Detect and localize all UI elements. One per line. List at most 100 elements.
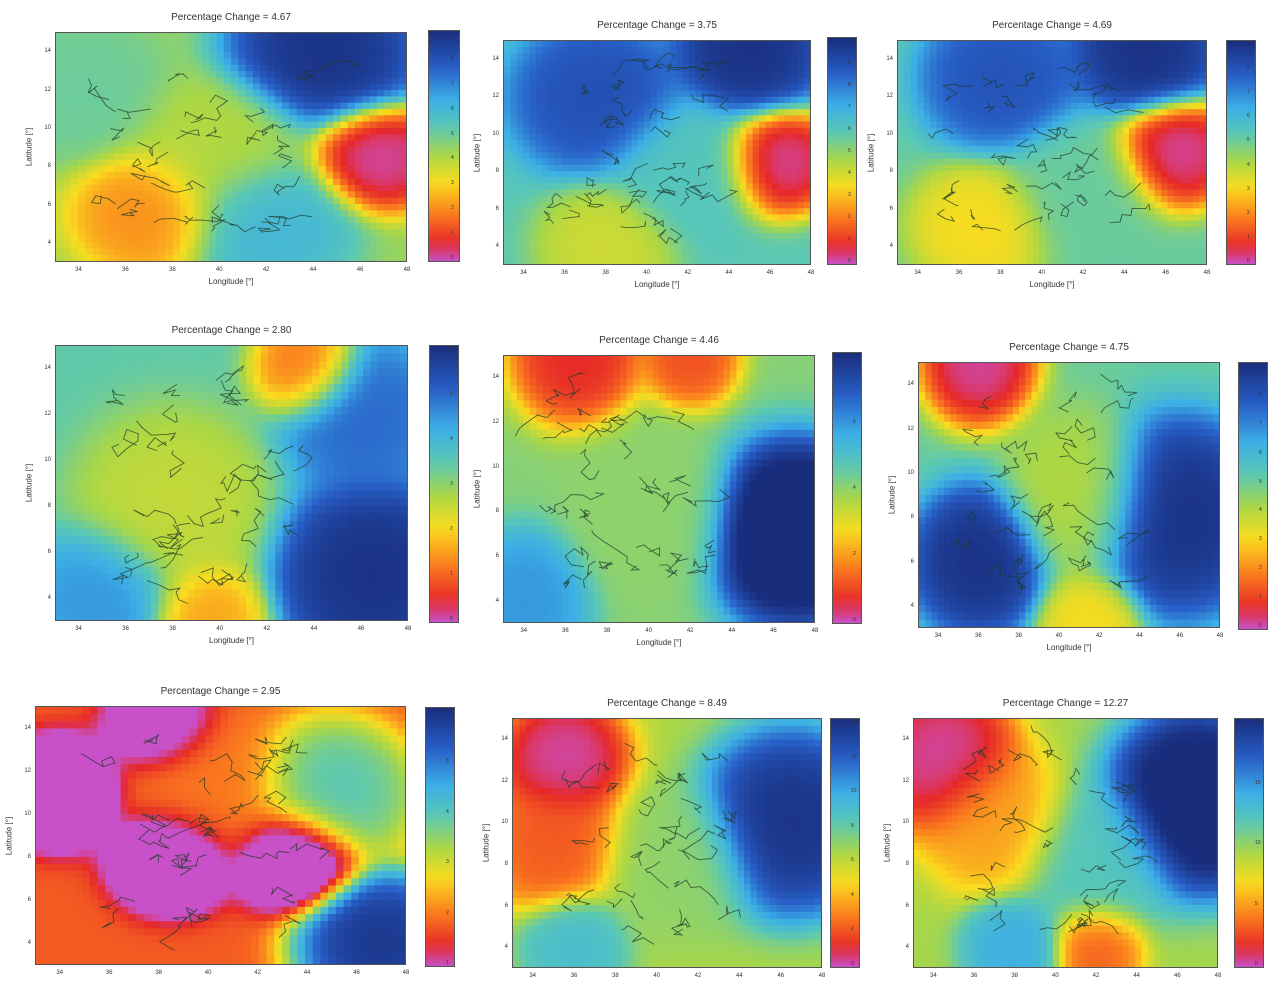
heatmap-cell	[771, 102, 779, 110]
heatmap-cell	[362, 172, 371, 180]
heatmap-cell	[554, 140, 562, 147]
heatmap-cell	[70, 172, 79, 180]
heatmap-cell	[325, 121, 334, 129]
heatmap-cell	[930, 109, 938, 116]
heatmap-cell	[1019, 146, 1027, 154]
heatmap-cell	[898, 177, 906, 185]
heatmap-cell	[282, 121, 290, 129]
heatmap-cell	[682, 53, 690, 61]
heatmap-cell	[637, 102, 645, 110]
heatmap-cell	[303, 248, 312, 256]
heatmap-cell	[535, 152, 543, 160]
heatmap-cell	[70, 58, 79, 66]
heatmap-cell	[318, 127, 327, 135]
heatmap-cell	[727, 226, 735, 234]
heatmap-cell	[165, 39, 174, 47]
heatmap-cell	[209, 102, 218, 110]
heatmap-cell	[669, 233, 677, 240]
heatmap-cell	[1135, 171, 1143, 178]
heatmap-cell	[1013, 65, 1021, 73]
heatmap-cell	[930, 127, 938, 135]
heatmap-cell	[975, 59, 983, 67]
heatmap-cell	[644, 202, 652, 209]
heatmap-cell	[296, 178, 305, 186]
heatmap-cell	[201, 83, 210, 91]
heatmap-cell	[121, 153, 130, 161]
heatmap-cell	[612, 177, 620, 185]
heatmap-cell	[1135, 115, 1143, 123]
heatmap-cell	[1045, 164, 1053, 172]
heatmap-cell	[223, 254, 232, 261]
heatmap-cell	[1084, 109, 1092, 116]
heatmap-cell	[955, 214, 963, 222]
heatmap-cell	[968, 183, 976, 191]
heatmap-cell	[1103, 195, 1111, 203]
heatmap-cell	[1161, 115, 1169, 123]
heatmap-cell	[85, 83, 94, 91]
heatmap-cell	[384, 64, 393, 72]
heatmap-cell	[274, 159, 283, 167]
heatmap-cell	[114, 52, 123, 59]
heatmap-cell	[1090, 189, 1098, 197]
heatmap-cell	[542, 220, 550, 228]
heatmap-cell	[535, 195, 543, 203]
heatmap-cell	[516, 177, 524, 185]
heatmap-cell	[1058, 71, 1066, 79]
heatmap-cell	[644, 78, 652, 85]
heatmap-cell	[612, 96, 620, 104]
heatmap-cell	[1019, 115, 1027, 123]
heatmap-cell	[347, 147, 356, 154]
heatmap-cell	[252, 210, 261, 218]
heatmap-cell	[1193, 140, 1201, 147]
heatmap-cell	[949, 84, 957, 92]
heatmap-cell	[949, 202, 957, 209]
heatmap-cell	[340, 184, 349, 192]
heatmap-cell	[143, 45, 152, 53]
heatmap-cell	[99, 153, 108, 161]
heatmap-cell	[778, 140, 786, 147]
heatmap-cell	[949, 214, 957, 222]
heatmap-cell	[516, 127, 524, 135]
heatmap-cell	[150, 235, 159, 243]
heatmap-cell	[362, 159, 371, 167]
heatmap-cell	[63, 204, 72, 211]
heatmap-cell	[194, 159, 203, 167]
heatmap-cell	[593, 202, 601, 209]
heatmap-cell	[1180, 41, 1188, 48]
heatmap-cell	[1148, 59, 1156, 67]
heatmap-cell	[720, 71, 728, 79]
heatmap-cell	[535, 90, 543, 98]
heatmap-cell	[574, 195, 582, 203]
heatmap-cell	[165, 229, 174, 237]
heatmap-cell	[1103, 133, 1111, 141]
heatmap-cell	[1039, 152, 1047, 160]
heatmap-cell	[975, 65, 983, 73]
heatmap-cell	[150, 33, 159, 40]
heatmap-cell	[56, 191, 64, 199]
heatmap-cell	[981, 102, 989, 110]
heatmap-cell	[1129, 146, 1137, 154]
heatmap-cell	[739, 102, 747, 110]
heatmap-cell	[1019, 53, 1027, 61]
heatmap-cell	[688, 158, 696, 166]
heatmap-cell	[56, 166, 64, 173]
heatmap-cell	[1193, 208, 1201, 216]
heatmap-cell	[362, 58, 371, 66]
heatmap-cell	[561, 140, 569, 147]
heatmap-cell	[567, 96, 575, 104]
heatmap-cell	[1141, 65, 1149, 73]
heatmap-cell	[803, 164, 810, 172]
heatmap-cell	[121, 134, 130, 142]
heatmap-cell	[245, 121, 254, 129]
heatmap-cell	[362, 191, 371, 199]
heatmap-cell	[1052, 115, 1060, 123]
heatmap-cell	[701, 239, 709, 247]
heatmap-cell	[542, 189, 550, 197]
heatmap-cell	[99, 147, 108, 154]
heatmap-cell	[1141, 109, 1149, 116]
heatmap-cell	[216, 235, 225, 243]
heatmap-cell	[1154, 195, 1162, 203]
heatmap-cell	[209, 64, 218, 72]
heatmap-cell	[1071, 214, 1079, 222]
heatmap-cell	[179, 254, 188, 261]
